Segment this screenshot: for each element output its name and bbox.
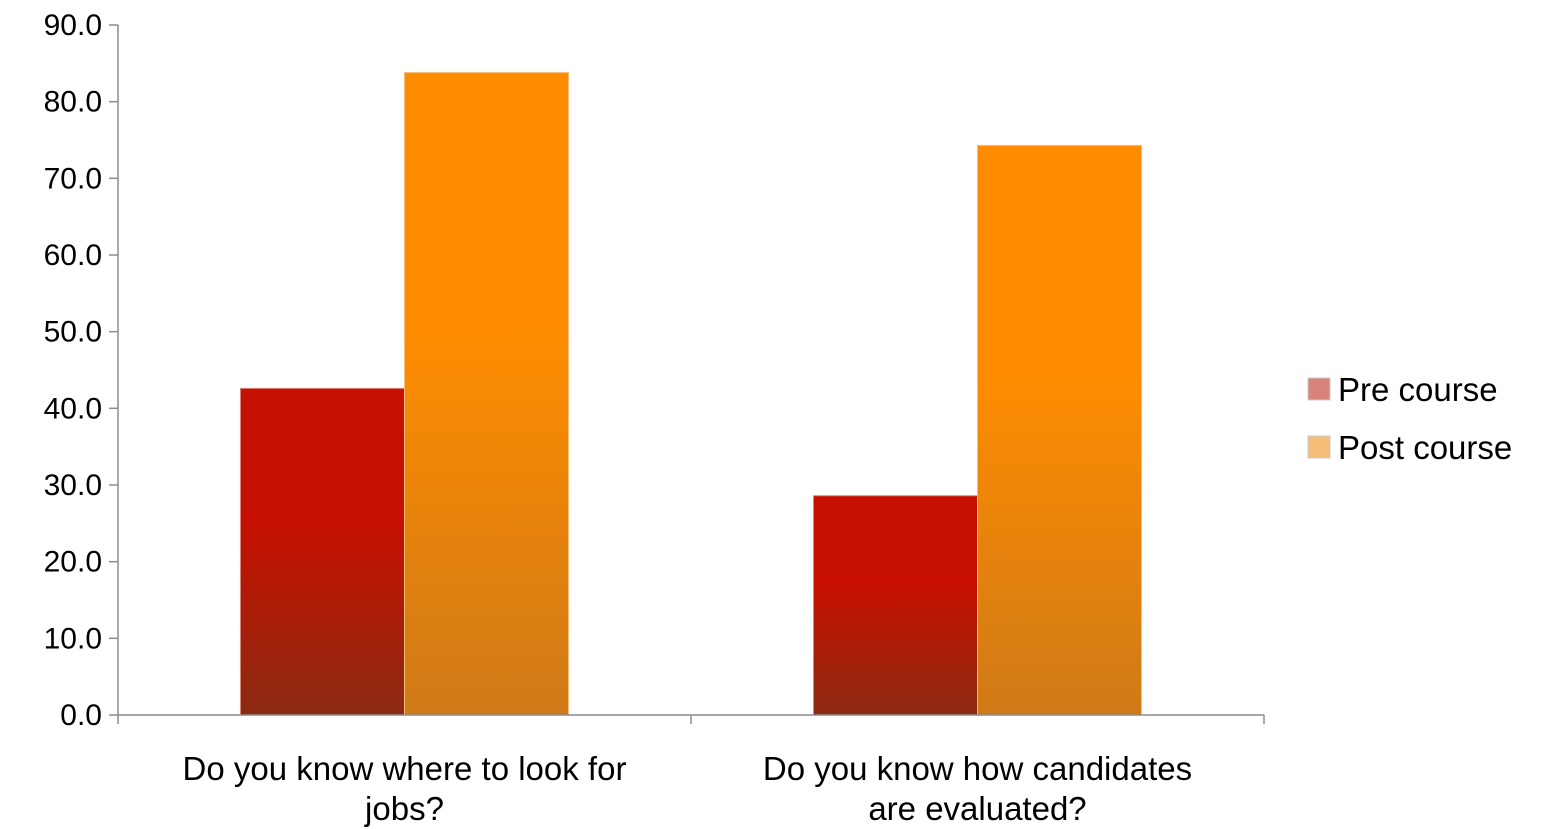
category-label-1: Do you know where to look for jobs? <box>183 750 627 827</box>
y-tick-label: 40.0 <box>44 392 102 425</box>
bars-group <box>240 72 1142 716</box>
legend: Pre course Post course <box>1307 371 1512 466</box>
y-tick-label: 90.0 <box>44 9 102 42</box>
bar-post-course-2 <box>977 144 1142 716</box>
y-tick-label: 80.0 <box>44 86 102 119</box>
y-tick-label: 20.0 <box>44 546 102 579</box>
bar-pre-course-2 <box>813 495 978 716</box>
axes-group <box>109 24 1265 724</box>
legend-swatch-pre-course <box>1307 377 1331 401</box>
legend-swatch-post-course <box>1307 435 1331 459</box>
y-tick-label: 0.0 <box>60 699 102 732</box>
bar-pre-course-1 <box>240 387 405 716</box>
y-tick-label: 60.0 <box>44 239 102 272</box>
y-tick-label: 30.0 <box>44 469 102 502</box>
legend-label-pre-course: Pre course <box>1338 371 1498 408</box>
y-tick-label: 10.0 <box>44 622 102 655</box>
y-tick-label: 70.0 <box>44 162 102 195</box>
legend-label-post-course: Post course <box>1338 429 1512 466</box>
y-tick-label: 50.0 <box>44 316 102 349</box>
category-labels: Do you know where to look for jobs? Do you… <box>183 750 1193 827</box>
y-tick-labels: 0.0 10.0 20.0 30.0 40.0 50.0 60.0 70.0 80.0 90.0 <box>44 9 102 732</box>
bar-post-course-1 <box>404 72 569 716</box>
category-label-2: Do you know how candidates are evaluated? <box>763 750 1192 827</box>
